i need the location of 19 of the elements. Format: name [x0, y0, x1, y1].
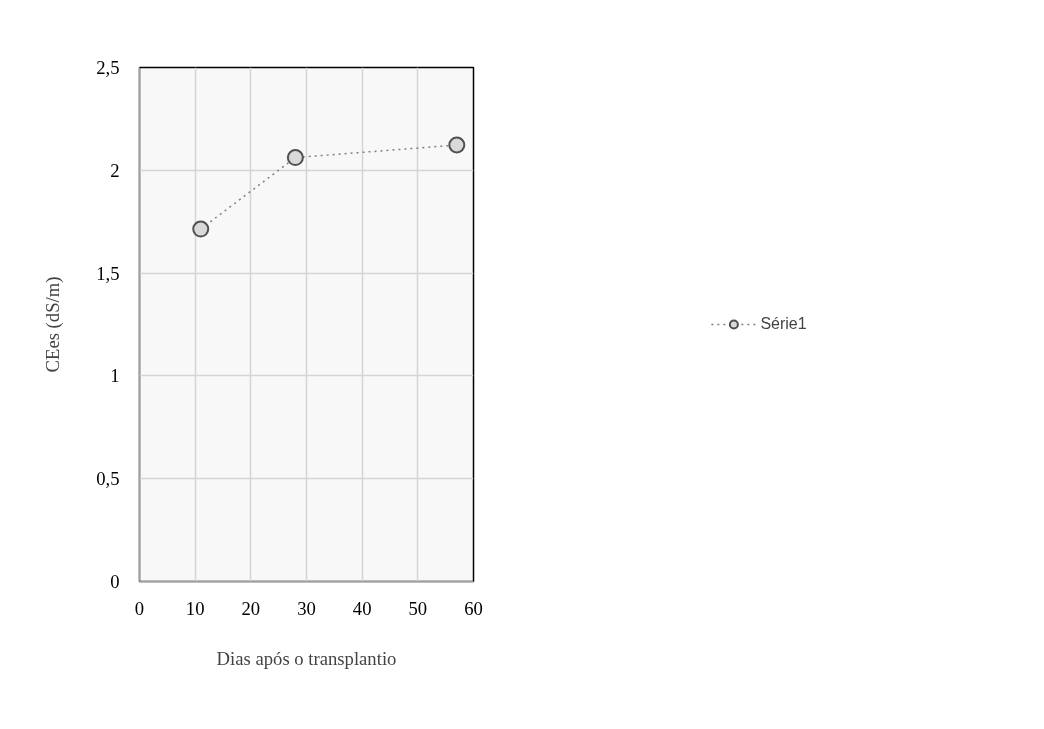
legend-label: Série1: [760, 315, 807, 333]
point: [192, 220, 210, 238]
y-tick-label: 0,5: [96, 468, 120, 490]
x-tick-label: 10: [185, 597, 205, 619]
point: [448, 136, 466, 154]
x-tick-label: 0: [134, 597, 145, 619]
x-tick-label: 50: [408, 597, 428, 619]
x-axis-title: Dias após o transplantio: [216, 647, 397, 669]
x-tick-label: 60: [464, 597, 483, 619]
y-tick-label: 2: [110, 159, 120, 181]
y-tick-label: 1: [110, 365, 120, 387]
y-tick-label: 1,5: [96, 262, 120, 284]
y-tick-label: 2,5: [96, 57, 120, 78]
point: [286, 149, 304, 167]
y-axis-title: CEes (dS/m): [42, 276, 65, 373]
x-tick-label: 20: [241, 597, 261, 619]
y-tick-label: 0: [110, 571, 120, 592]
x-tick-label: 40: [352, 597, 372, 619]
x-tick-label: 30: [297, 597, 316, 619]
